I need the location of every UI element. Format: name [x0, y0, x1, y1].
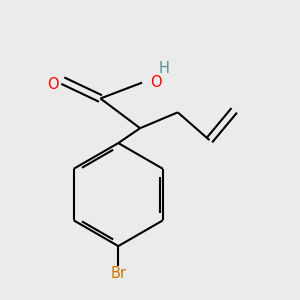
- Text: H: H: [158, 61, 169, 76]
- Text: O: O: [150, 75, 162, 90]
- Text: Br: Br: [110, 266, 126, 281]
- Text: O: O: [47, 77, 59, 92]
